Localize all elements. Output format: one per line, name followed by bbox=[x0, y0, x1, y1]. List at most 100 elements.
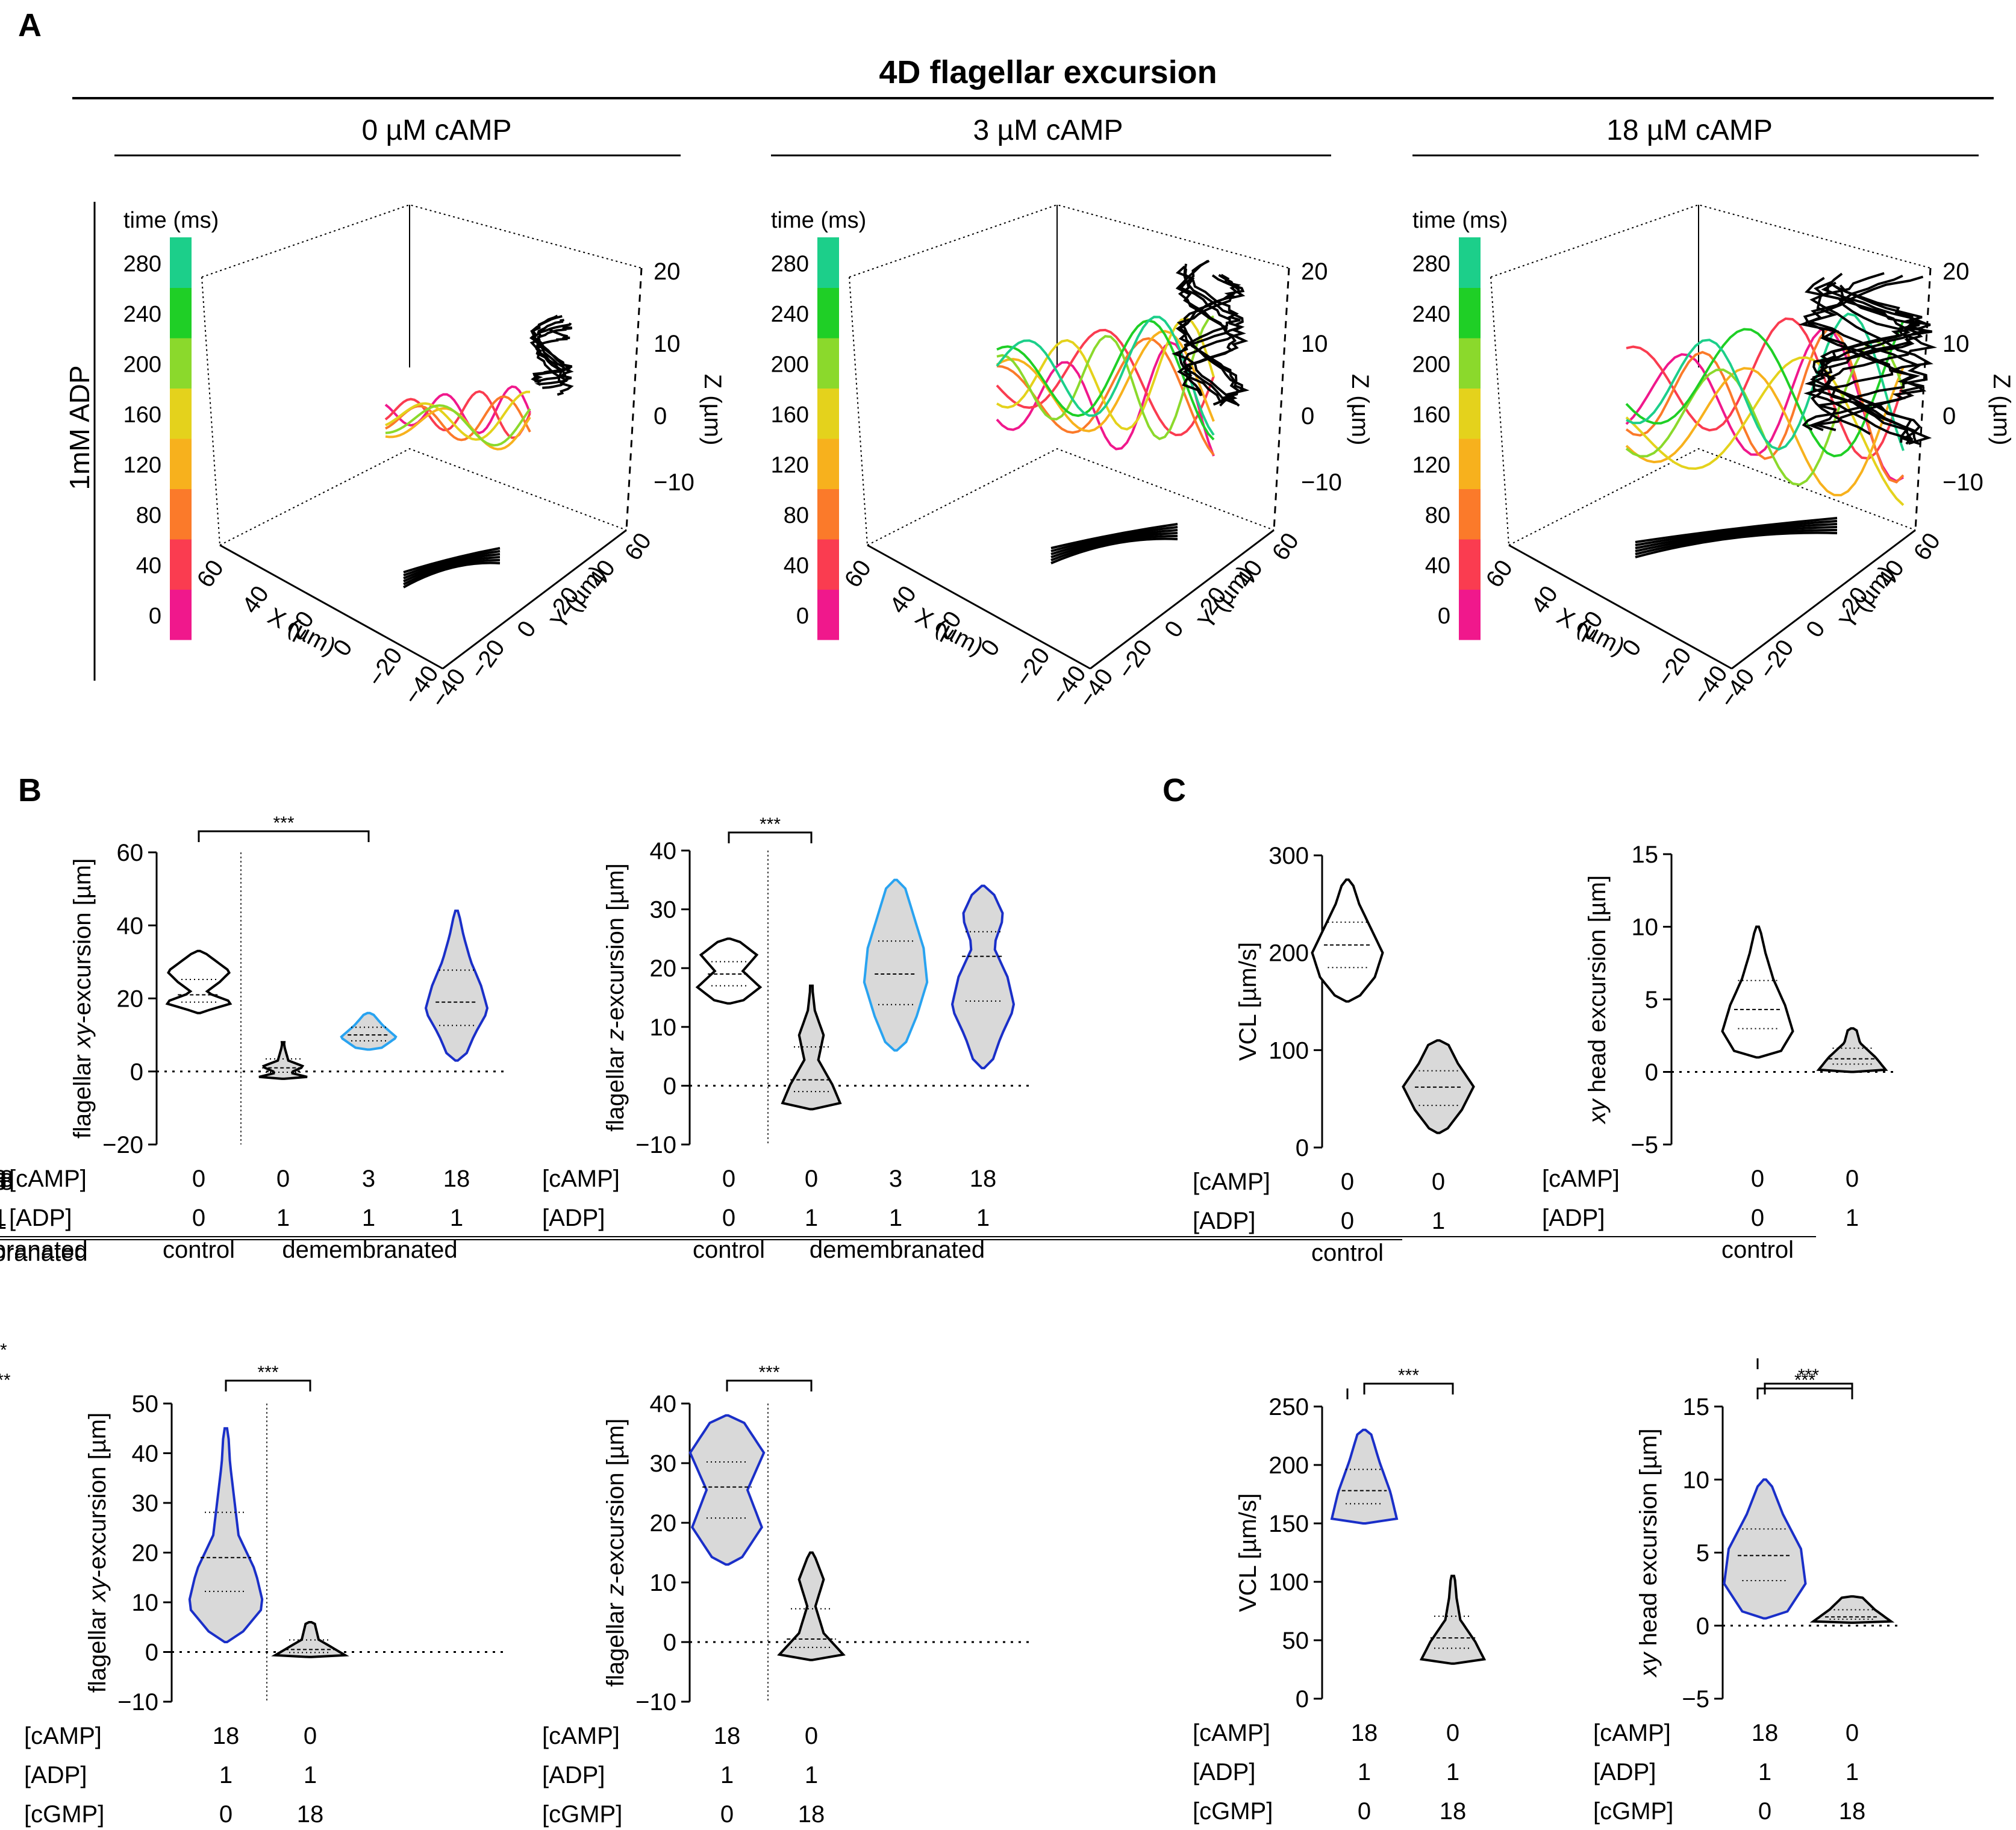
y-tick-label: 100 bbox=[1269, 1037, 1309, 1064]
row-value: 1 bbox=[1446, 1759, 1459, 1785]
y-tick-label: 0 bbox=[663, 1629, 676, 1656]
z-tick-label: 10 bbox=[1301, 331, 1328, 357]
y-axis-label-part: VCL [µm/s] bbox=[1235, 1493, 1261, 1612]
y-tick-label: 5 bbox=[1645, 987, 1658, 1013]
row-value: 1 bbox=[219, 1762, 232, 1788]
row-value: 0 bbox=[192, 1205, 205, 1231]
floor-projection-trace bbox=[403, 558, 501, 586]
significance-bracket bbox=[726, 1379, 813, 1391]
y-axis-label-part: -excursion [µm] bbox=[69, 858, 96, 1023]
flagellar-trace bbox=[996, 329, 1215, 433]
row-value: 0 bbox=[1751, 1166, 1764, 1192]
flagellar-trace bbox=[996, 316, 1215, 436]
y-tick-label: 50 bbox=[1282, 1628, 1309, 1654]
y-tick-label: 20 bbox=[650, 1510, 677, 1537]
box-back-edge bbox=[201, 204, 642, 278]
significance-label: *** bbox=[1794, 1370, 1815, 1390]
y-tick-label: −5 bbox=[1682, 1686, 1709, 1713]
violin-1 bbox=[1419, 1575, 1487, 1665]
y-tick-label: 0 bbox=[145, 1640, 158, 1666]
colorbar-segment bbox=[1459, 589, 1481, 640]
significance-bracket bbox=[1363, 1382, 1454, 1394]
colorbar-tick-label: 40 bbox=[136, 554, 161, 579]
y-tick-label: 250 bbox=[1269, 1394, 1309, 1420]
row-value: 1 bbox=[976, 1205, 990, 1231]
panel-letter-a: A bbox=[18, 7, 42, 43]
row-value: 0 bbox=[1758, 1798, 1771, 1825]
group-label-control: control bbox=[693, 1237, 765, 1263]
significance-label: *** bbox=[1798, 1366, 1819, 1385]
colorbar-segment bbox=[817, 388, 839, 439]
row-label: [ADP] bbox=[1542, 1205, 1605, 1231]
row-value: 1 bbox=[805, 1205, 818, 1231]
y-axis-label: flagellar xy-excursion [µm] bbox=[84, 1413, 111, 1693]
row-value: 0 bbox=[219, 1801, 232, 1828]
violin-1 bbox=[1809, 1595, 1895, 1624]
colorbar-tick-label: 80 bbox=[784, 503, 809, 528]
box-z-axis bbox=[625, 267, 643, 531]
z-tick-label: −10 bbox=[1943, 469, 1983, 496]
x-tick-label: 60 bbox=[1481, 555, 1518, 593]
head-trace bbox=[1803, 276, 1938, 441]
floor-projection-trace bbox=[1635, 526, 1838, 552]
row-label: [cAMP] bbox=[1193, 1720, 1270, 1746]
row-value: 18 bbox=[1351, 1720, 1378, 1746]
row-label: [cAMP] bbox=[24, 1723, 102, 1749]
row-value: 3 bbox=[0, 1166, 7, 1192]
y-tick-label: 0 bbox=[663, 1073, 676, 1099]
x-axis-line bbox=[219, 544, 443, 670]
y-axis-label: flagellar z-excursion [µm] bbox=[602, 1419, 629, 1687]
row-value: 18 bbox=[798, 1801, 825, 1828]
violin-0 bbox=[188, 1427, 264, 1643]
y-axis-label-part: -excursion [µm] bbox=[602, 863, 629, 1028]
x-tick-label: −20 bbox=[1652, 643, 1697, 692]
z-tick-label: 0 bbox=[654, 403, 667, 429]
row-value: 18 bbox=[1752, 1720, 1779, 1746]
colorbar-tick-label: 160 bbox=[1412, 402, 1450, 428]
panel-letter-b: B bbox=[18, 772, 42, 808]
floor-projection-trace bbox=[403, 561, 501, 589]
y-axis-label: flagellar z-excursion [µm] bbox=[602, 863, 629, 1131]
significance-label: ** bbox=[0, 1340, 7, 1360]
floor-projection-trace bbox=[1050, 537, 1178, 564]
y-tick-label: 0 bbox=[1159, 616, 1189, 642]
colorbar-segment bbox=[1459, 388, 1481, 439]
y-tick-label: −10 bbox=[635, 1132, 676, 1158]
y-tick-label: 40 bbox=[117, 913, 144, 939]
violin-1 bbox=[777, 1551, 846, 1661]
colorbar-segment bbox=[817, 489, 839, 540]
head-trace bbox=[1175, 260, 1237, 396]
y-axis-label-part: z bbox=[602, 1029, 629, 1041]
violin-1 bbox=[1402, 1039, 1475, 1134]
row-value: 18 bbox=[0, 1166, 13, 1192]
row-value: 1 bbox=[0, 1208, 7, 1234]
row-value: 0 bbox=[1341, 1208, 1354, 1234]
row-value: 3 bbox=[889, 1166, 902, 1192]
flagellar-trace bbox=[996, 328, 1215, 437]
violin-0 bbox=[165, 949, 232, 1014]
flagellar-trace bbox=[996, 319, 1215, 441]
significance-bracket bbox=[1764, 1382, 1853, 1394]
head-trace bbox=[1178, 260, 1249, 396]
box-floor-back-edge bbox=[867, 448, 1275, 546]
violin-0 bbox=[1721, 925, 1794, 1059]
y-axis-label-part: -excursion [µm] bbox=[602, 1419, 629, 1584]
row-value: 1 bbox=[0, 1205, 7, 1231]
row-value: 0 bbox=[805, 1723, 818, 1749]
y-tick-label: 10 bbox=[650, 1014, 677, 1041]
y-tick-label: 300 bbox=[1269, 843, 1309, 869]
z-tick-label: 10 bbox=[1943, 331, 1970, 357]
colorbar-tick-label: 40 bbox=[1425, 554, 1450, 579]
colorbar-tick-label: 280 bbox=[123, 252, 161, 277]
box-z-axis bbox=[1914, 267, 1932, 531]
group-label-demembranated: demembranated bbox=[0, 1237, 88, 1263]
row-label: [ADP] bbox=[1193, 1759, 1255, 1785]
y-axis-line bbox=[1731, 529, 1916, 670]
head-trace bbox=[1175, 266, 1244, 405]
y-axis-label: VCL [µm/s] bbox=[1235, 1493, 1261, 1612]
